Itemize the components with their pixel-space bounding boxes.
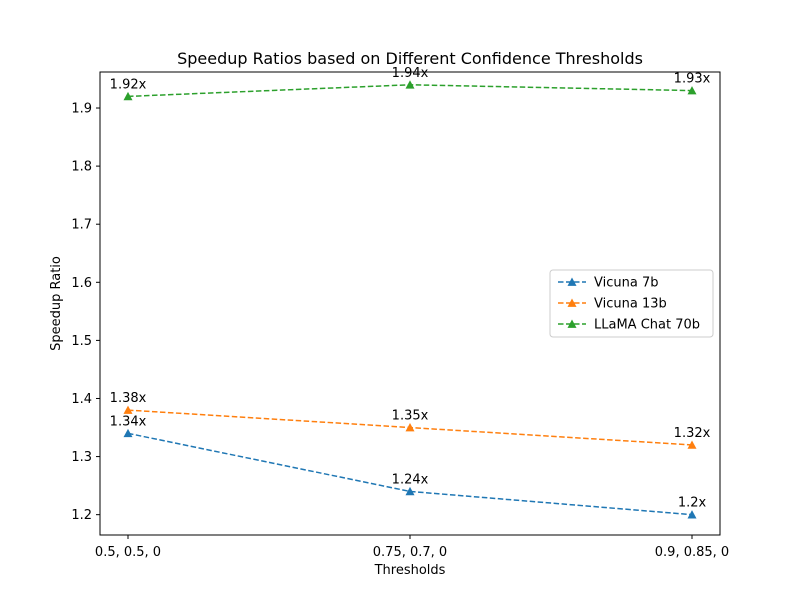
- chart-title: Speedup Ratios based on Different Confid…: [177, 49, 643, 68]
- data-label: 1.93x: [674, 72, 711, 87]
- data-label: 1.24x: [392, 472, 429, 487]
- data-labels: 1.34x 1.24x 1.2x 1.38x 1.35x 1.32x 1.92x 1.94x 1…: [110, 66, 711, 511]
- legend-marker: [567, 319, 577, 328]
- x-tick-label: 0.5, 0.5, 0: [95, 545, 161, 560]
- data-label: 1.34x: [110, 414, 147, 429]
- y-tick-label: 1.4: [71, 392, 92, 407]
- legend: Vicuna 7b Vicuna 13b LLaMA Chat 70b: [549, 269, 714, 338]
- series-line: [127, 432, 693, 516]
- data-point: [687, 510, 697, 519]
- series-layer: [123, 80, 697, 519]
- data-point: [405, 486, 415, 496]
- y-tick-label: 1.8: [71, 160, 92, 175]
- x-tick-label: 0.9, 0.85, 0: [655, 545, 729, 560]
- data-label: 1.94x: [392, 66, 429, 81]
- y-tick-label: 1.2: [71, 508, 92, 523]
- x-axis-label: Thresholds: [374, 563, 446, 578]
- legend-label: LLaMA Chat 70b: [594, 318, 700, 333]
- data-label: 1.35x: [392, 409, 429, 424]
- x-tick-label: 0.75, 0.7, 0: [373, 545, 447, 560]
- data-point: [687, 440, 697, 449]
- data-label: 1.2x: [678, 496, 707, 511]
- y-tick-label: 1.9: [71, 102, 92, 117]
- y-tick-label: 1.3: [71, 450, 92, 465]
- data-label: 1.38x: [110, 391, 147, 406]
- legend-label: Vicuna 7b: [594, 276, 658, 291]
- data-label: 1.32x: [674, 426, 711, 441]
- data-point: [123, 91, 133, 101]
- y-tick-label: 1.7: [71, 218, 92, 233]
- data-point: [687, 86, 697, 95]
- x-axis: 0.5, 0.5, 0 0.75, 0.7, 0 0.9, 0.85, 0: [95, 535, 729, 560]
- data-label: 1.92x: [110, 77, 147, 92]
- y-tick-label: 1.5: [71, 334, 92, 349]
- data-point: [123, 428, 133, 438]
- legend-label: Vicuna 13b: [594, 297, 667, 312]
- data-point: [405, 80, 415, 89]
- legend-marker: [567, 277, 577, 286]
- y-axis: 1.2 1.3 1.4 1.5 1.6 1.7 1.8 1.9: [71, 102, 100, 523]
- y-tick-label: 1.6: [71, 276, 92, 291]
- y-axis-label: Speedup Ratio: [49, 256, 64, 351]
- data-point: [405, 423, 415, 432]
- legend-marker: [567, 298, 577, 307]
- legend-box: [549, 269, 714, 338]
- data-point: [123, 405, 133, 414]
